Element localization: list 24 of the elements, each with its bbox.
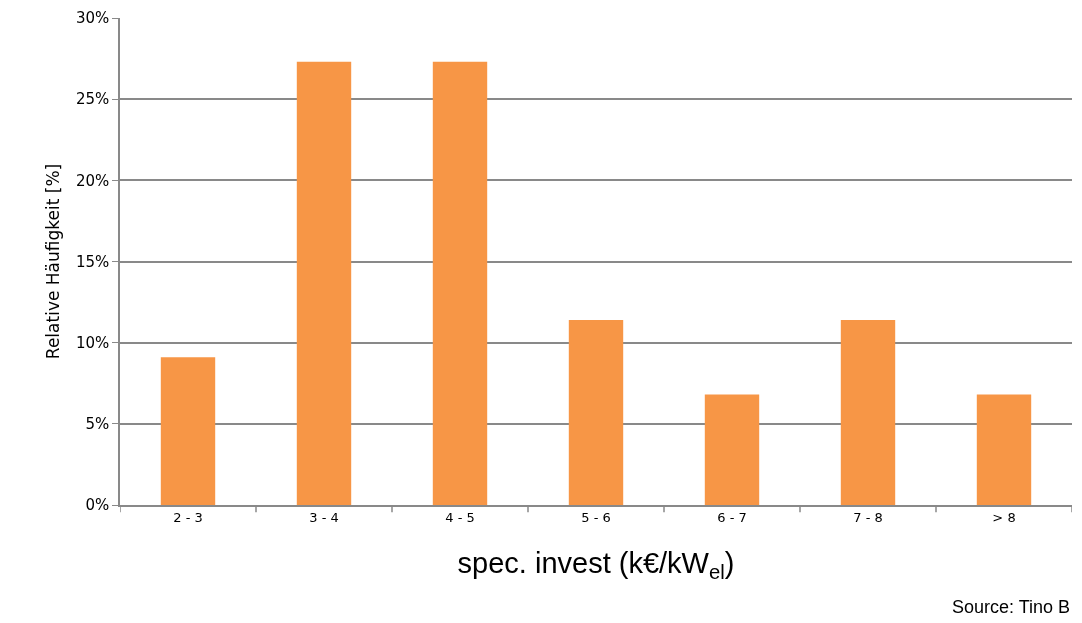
x-tick-label: 3 - 4 xyxy=(309,510,339,526)
x-tick-label: 4 - 5 xyxy=(445,510,475,526)
x-tick-label: 7 - 8 xyxy=(853,510,883,526)
y-tick-label: 20% xyxy=(75,171,110,190)
x-axis-title: spec. invest (k€/kW$_{el}$) xyxy=(457,546,735,583)
bar xyxy=(432,61,488,505)
y-tick-label: 10% xyxy=(75,333,110,352)
y-tick-label: 30% xyxy=(75,9,110,28)
y-tick-label: 5% xyxy=(85,415,110,434)
x-tick-label: > 8 xyxy=(992,510,1016,526)
bar xyxy=(976,394,1032,505)
y-tick-label: 15% xyxy=(75,252,110,271)
x-tick-label: 5 - 6 xyxy=(581,510,611,526)
source-note: Source: Tino B xyxy=(952,597,1071,617)
bar xyxy=(704,394,760,505)
y-axis-title: Relative Häufigkeit [%] xyxy=(42,163,63,360)
y-tick-label: 25% xyxy=(75,90,110,109)
y-tick-label: 0% xyxy=(85,496,110,515)
bar xyxy=(160,357,216,505)
x-tick-label: 6 - 7 xyxy=(717,510,747,526)
bar xyxy=(568,319,624,505)
bar xyxy=(296,61,352,505)
x-tick-label: 2 - 3 xyxy=(173,510,203,526)
bar xyxy=(840,319,896,505)
